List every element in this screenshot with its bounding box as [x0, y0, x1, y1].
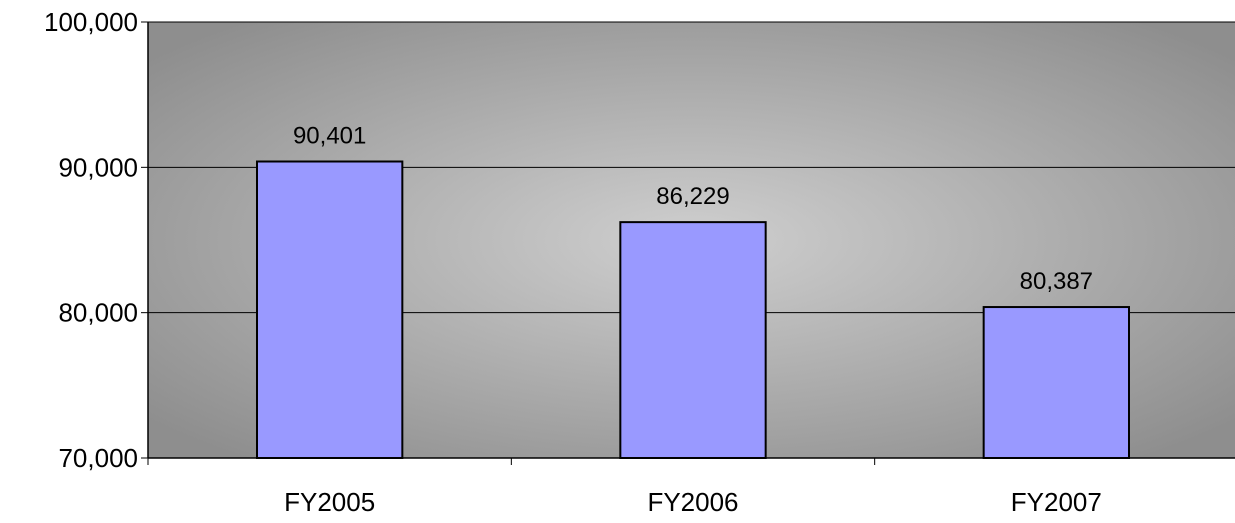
x-tick-label: FY2005 [284, 487, 375, 517]
x-tick-label: FY2007 [1011, 487, 1102, 517]
data-label: 86,229 [656, 183, 729, 210]
y-tick-label: 90,000 [58, 152, 138, 182]
axes [141, 21, 1235, 465]
data-label: 80,387 [1020, 268, 1093, 295]
labels: 70,000 80,000 90,000 100,000 90,401 FY2005 86,… [44, 7, 1102, 517]
bar-fy2007 [982, 306, 1131, 459]
data-label: 90,401 [293, 123, 366, 150]
y-tick-label: 100,000 [44, 7, 138, 37]
y-tick-label: 70,000 [58, 443, 138, 473]
bars [256, 160, 1131, 459]
y-tick-label: 80,000 [58, 298, 138, 328]
bar-fy2006 [619, 221, 767, 459]
x-tick-label: FY2006 [647, 487, 738, 517]
bar-fy2005 [256, 160, 404, 459]
